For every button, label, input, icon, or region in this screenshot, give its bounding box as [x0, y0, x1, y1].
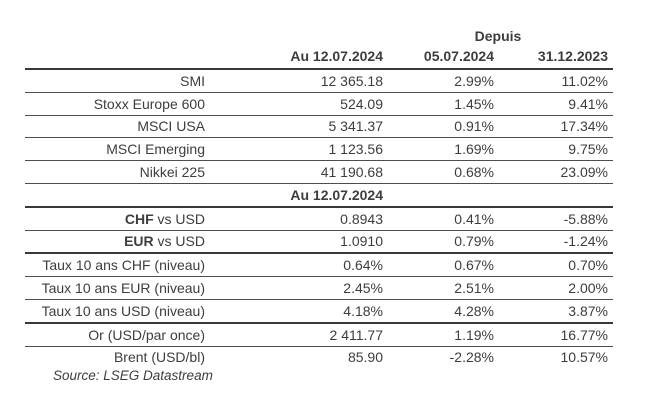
row-label: MSCI Emerging — [25, 137, 210, 162]
row-label-text: Taux 10 ans USD (niveau) — [41, 302, 205, 319]
row-chg-week: 0.68% — [388, 160, 499, 184]
row-label-text: Taux 10 ans CHF (niveau) — [42, 257, 205, 274]
table-row-msci-usa: MSCI USA 5 341.37 0.91% 17.34% — [25, 115, 613, 139]
row-label: Or (USD/par once) — [25, 322, 210, 347]
row-label-text: Taux 10 ans EUR (niveau) — [41, 280, 205, 297]
spacer-cell — [25, 28, 388, 44]
depuis-header-row: Depuis — [25, 28, 613, 44]
row-label-text: MSCI USA — [137, 118, 205, 135]
row-label-text: SMI — [180, 72, 205, 89]
row-label-text: vs USD — [153, 233, 205, 250]
column-header-prev-week: 05.07.2024 — [388, 44, 499, 70]
row-chg-ytd: 10.57% — [560, 349, 608, 366]
row-chg-week: 0.79% — [388, 230, 499, 255]
spacer-cell — [25, 44, 210, 70]
row-chg-ytd: -5.88% — [499, 206, 613, 231]
column-header-row: Au 12.07.2024 05.07.2024 31.12.2023 — [25, 44, 613, 70]
row-label: EUR vs USD — [25, 230, 210, 255]
table-row-nikkei: Nikkei 225 41 190.68 0.68% 23.09% — [25, 160, 613, 184]
row-chg-ytd: 9.75% — [499, 137, 613, 162]
table-row-taux-eur: Taux 10 ans EUR (niveau) 2.45% 2.51% 2.0… — [25, 276, 613, 300]
spacer-cell — [499, 183, 613, 208]
row-value: 2.45% — [210, 276, 388, 300]
row-label: MSCI USA — [25, 115, 210, 139]
row-label-bold: EUR — [124, 233, 154, 250]
row-chg-week: 0.91% — [388, 115, 499, 139]
table-row-taux-usd: Taux 10 ans USD (niveau) 4.18% 4.28% 3.8… — [25, 299, 613, 324]
spacer-cell — [25, 183, 210, 208]
row-chg-ytd: 11.02% — [499, 69, 613, 93]
row-chg-week: 2.51% — [388, 276, 499, 300]
table-row-stoxx: Stoxx Europe 600 524.09 1.45% 9.41% — [25, 92, 613, 116]
row-chg-week: 1.69% — [388, 137, 499, 162]
row-value: 1.0910 — [210, 230, 388, 255]
row-chg-week: 1.19% — [388, 322, 499, 347]
row-value: 524.09 — [210, 92, 388, 116]
row-label: Nikkei 225 — [25, 160, 210, 184]
row-chg-ytd: 17.34% — [499, 115, 613, 139]
row-chg-week: 1.45% — [388, 92, 499, 116]
row-label-text: Stoxx Europe 600 — [93, 95, 205, 112]
row-chg-week: -2.28% — [449, 349, 494, 366]
section-header-label: Au 12.07.2024 — [210, 183, 388, 208]
row-value: 41 190.68 — [210, 160, 388, 184]
row-chg-week: 0.67% — [388, 253, 499, 278]
row-value: 5 341.37 — [210, 115, 388, 139]
row-chg-ytd: 3.87% — [499, 299, 613, 324]
row-chg-ytd: 0.70% — [499, 253, 613, 278]
table-row-taux-chf: Taux 10 ans CHF (niveau) 0.64% 0.67% 0.7… — [25, 253, 613, 278]
depuis-label: Depuis — [474, 28, 522, 44]
column-header-current: Au 12.07.2024 — [210, 44, 388, 70]
row-chg-ytd: -1.24% — [499, 230, 613, 255]
row-value: 85.90 — [347, 349, 383, 366]
column-header-year-start: 31.12.2023 — [499, 44, 613, 70]
row-label-text: vs USD — [153, 210, 205, 227]
row-value: 0.64% — [210, 253, 388, 278]
row-label: Taux 10 ans CHF (niveau) — [25, 253, 210, 278]
row-label-text: MSCI Emerging — [106, 141, 205, 158]
section-header-row: Au 12.07.2024 — [25, 183, 613, 208]
row-label: Brent (USD/bl) — [25, 346, 210, 368]
row-label-text: Brent (USD/bl) — [113, 349, 205, 366]
row-label: Stoxx Europe 600 — [25, 92, 210, 116]
spacer-cell — [388, 183, 499, 208]
table-row-brent: Brent (USD/bl) 85.90 -2.28% 10.57% — [25, 346, 613, 368]
table-row-eur-usd: EUR vs USD 1.0910 0.79% -1.24% — [25, 230, 613, 255]
row-chg-ytd: 9.41% — [499, 92, 613, 116]
row-value: 0.8943 — [210, 206, 388, 231]
row-chg-week: 4.28% — [388, 299, 499, 324]
row-chg-ytd: 16.77% — [499, 322, 613, 347]
row-label: CHF vs USD — [25, 206, 210, 231]
row-label: Taux 10 ans EUR (niveau) — [25, 276, 210, 300]
table-row-or: Or (USD/par once) 2 411.77 1.19% 16.77% — [25, 322, 613, 347]
table-row-chf-usd: CHF vs USD 0.8943 0.41% -5.88% — [25, 206, 613, 231]
row-value: 1 123.56 — [210, 137, 388, 162]
row-label: SMI — [25, 69, 210, 93]
row-label: Taux 10 ans USD (niveau) — [25, 299, 210, 324]
table-row-smi: SMI 12 365.18 2.99% 11.02% — [25, 69, 613, 93]
row-label-text: Nikkei 225 — [139, 164, 205, 181]
row-value: 4.18% — [210, 299, 388, 324]
table-row-msci-emerging: MSCI Emerging 1 123.56 1.69% 9.75% — [25, 137, 613, 162]
row-chg-ytd: 2.00% — [499, 276, 613, 300]
row-chg-ytd: 23.09% — [499, 160, 613, 184]
row-value: 2 411.77 — [210, 322, 388, 347]
row-chg-week: 0.41% — [388, 206, 499, 231]
row-label-text: Or (USD/par once) — [88, 326, 205, 343]
source-attribution: Source: LSEG Datastream — [53, 368, 213, 383]
row-label-bold: CHF — [124, 210, 154, 227]
row-chg-week: 2.99% — [388, 69, 499, 93]
row-value: 12 365.18 — [210, 69, 388, 93]
market-data-table: Depuis Au 12.07.2024 05.07.2024 31.12.20… — [25, 28, 613, 368]
